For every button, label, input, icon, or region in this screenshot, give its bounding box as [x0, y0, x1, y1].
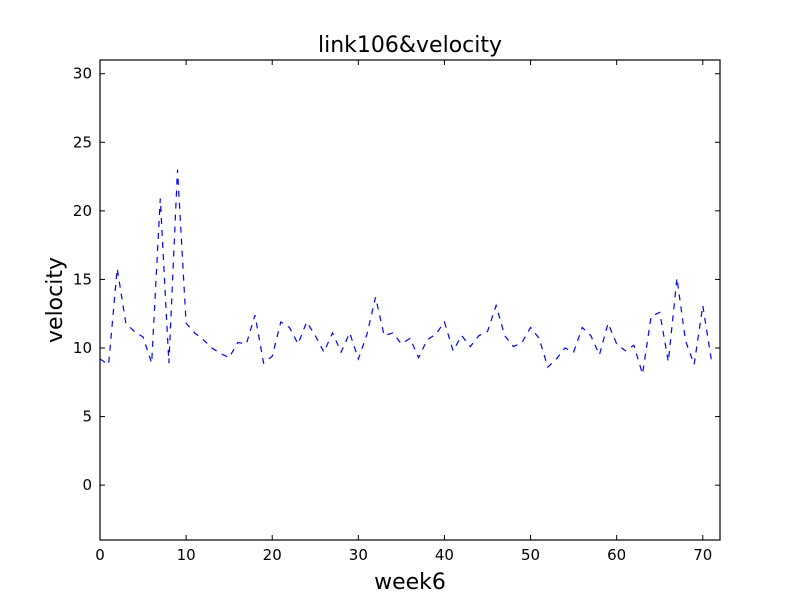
- x-tick-label: 50: [521, 546, 540, 564]
- x-tick-label: 0: [95, 546, 105, 564]
- chart-title: link106&velocity: [318, 33, 502, 58]
- plot-frame: [99, 59, 721, 541]
- x-axis-title: week6: [374, 570, 446, 595]
- y-tick-label: 10: [73, 339, 92, 357]
- plot-area: [100, 60, 720, 540]
- tick-layer: 0 10 20 30 40 50 60 70 0 5 10 15 20 25 30: [73, 60, 720, 564]
- x-tick-label: 10: [177, 546, 196, 564]
- x-tick-label: 60: [607, 546, 626, 564]
- x-tick-label: 20: [263, 546, 282, 564]
- x-tick-label: 70: [693, 546, 712, 564]
- series-line: [99, 169, 712, 375]
- y-tick-label: 30: [73, 65, 92, 83]
- y-tick-label: 0: [82, 476, 92, 494]
- y-tick-label: 15: [73, 270, 92, 288]
- y-tick-label: 25: [73, 133, 92, 151]
- y-axis-title: velocity: [43, 257, 68, 343]
- y-tick-label: 5: [82, 408, 92, 426]
- x-tick-label: 30: [349, 546, 368, 564]
- x-tick-label: 40: [435, 546, 454, 564]
- y-tick-label: 20: [73, 202, 92, 220]
- series-layer: [99, 169, 712, 375]
